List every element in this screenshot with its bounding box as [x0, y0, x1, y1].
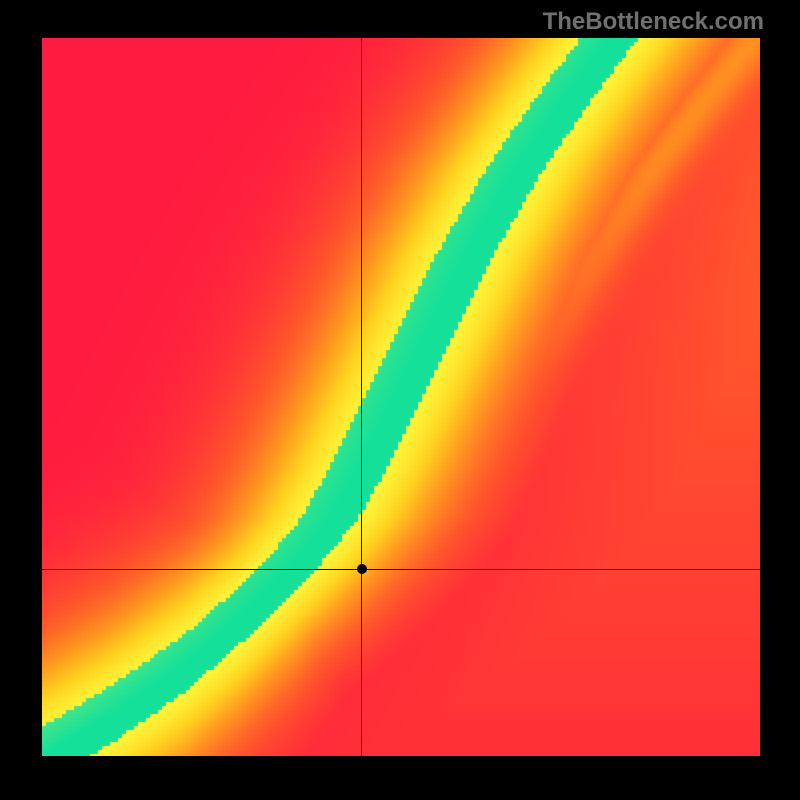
- crosshair-horizontal: [42, 569, 760, 570]
- bottleneck-heatmap-frame: TheBottleneck.com: [0, 0, 800, 800]
- watermark-text: TheBottleneck.com: [543, 8, 764, 36]
- heatmap-plot-area: [42, 38, 760, 756]
- heatmap-canvas: [42, 38, 760, 756]
- crosshair-marker: [357, 564, 367, 574]
- crosshair-vertical: [361, 38, 362, 756]
